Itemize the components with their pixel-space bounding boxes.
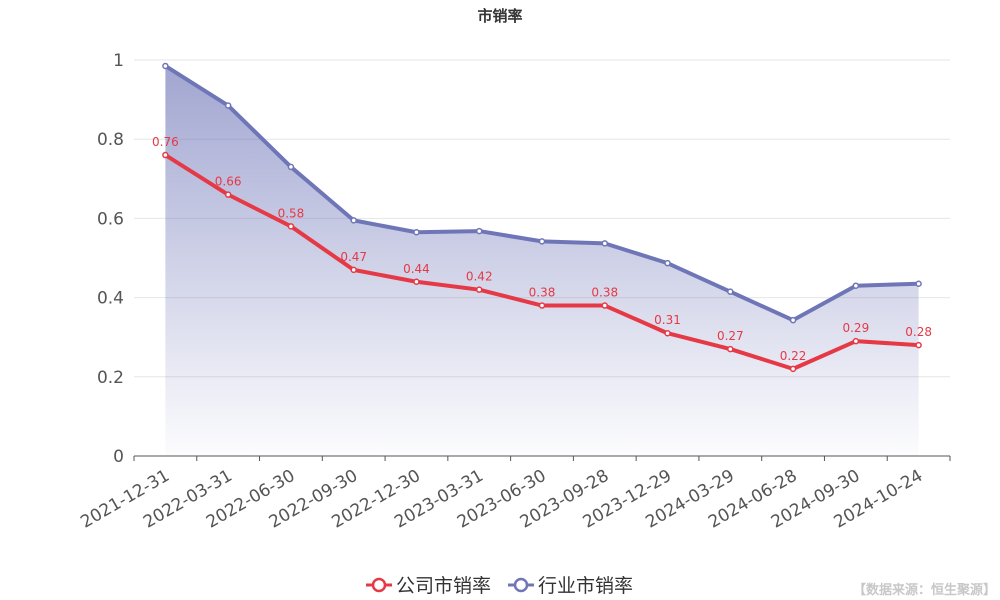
data-point-1 <box>601 240 609 247</box>
y-tick-label: 0.8 <box>97 130 124 150</box>
data-point-1 <box>475 227 483 235</box>
data-label: 0.38 <box>591 286 618 300</box>
data-point-0 <box>727 345 734 353</box>
data-point-0 <box>852 337 860 345</box>
data-point-1 <box>664 259 671 267</box>
data-label: 0.42 <box>466 270 493 284</box>
data-label: 0.27 <box>717 329 744 343</box>
data-label: 0.29 <box>842 321 869 335</box>
data-point-0 <box>162 151 169 159</box>
data-label: 0.44 <box>403 262 430 276</box>
data-point-0 <box>475 286 483 293</box>
data-point-1 <box>915 280 922 287</box>
y-tick-label: 0.2 <box>97 368 124 388</box>
legend-company-marker <box>371 577 387 593</box>
legend-industry-label: 行业市销率 <box>538 575 633 597</box>
y-tick-label: 1 <box>113 51 124 71</box>
data-label: 0.38 <box>529 286 556 300</box>
data-point-1 <box>538 238 546 245</box>
legend-company-label: 公司市销率 <box>396 575 491 597</box>
data-label: 0.66 <box>215 175 242 189</box>
data-point-0 <box>350 266 357 274</box>
y-tick-label: 0.6 <box>97 209 124 229</box>
data-point-1 <box>224 102 232 109</box>
data-source: 【数据来源：恒生聚源】 <box>853 582 996 598</box>
data-label: 0.22 <box>780 349 807 363</box>
data-label: 0.76 <box>152 135 179 149</box>
chart-title: 市销率 <box>477 7 522 25</box>
data-labels: 0.76 0.66 0.58 0.47 0.44 0.42 0.38 0.38 0.31 0.27… <box>152 135 932 363</box>
y-tick-label: 0 <box>113 447 124 467</box>
data-point-0 <box>287 223 295 230</box>
data-label: 0.47 <box>340 250 367 264</box>
legend-item-industry[interactable]: 行业市销率 <box>508 575 633 597</box>
legend-item-company[interactable]: 公司市销率 <box>366 575 491 597</box>
data-point-1 <box>350 217 357 224</box>
data-point-1 <box>287 163 295 171</box>
data-label: 0.31 <box>654 313 681 327</box>
series-area-1 <box>165 65 919 456</box>
data-point-0 <box>224 191 232 198</box>
data-point-1 <box>727 288 734 295</box>
data-label: 0.28 <box>905 325 932 339</box>
data-point-0 <box>915 341 922 349</box>
area-layer <box>165 65 919 456</box>
series-lines <box>162 62 922 373</box>
data-point-1 <box>413 229 420 236</box>
data-point-0 <box>538 302 546 309</box>
legend-industry-marker <box>513 577 529 593</box>
data-label: 0.58 <box>278 206 305 220</box>
data-point-0 <box>664 329 671 337</box>
data-point-1 <box>852 282 860 289</box>
data-point-0 <box>601 302 609 309</box>
data-point-0 <box>789 365 797 373</box>
data-point-1 <box>162 62 169 70</box>
y-tick-label: 0.4 <box>97 289 124 309</box>
legend[interactable]: 公司市销率 行业市销率 <box>366 575 633 597</box>
data-point-0 <box>413 278 420 286</box>
data-point-1 <box>789 316 797 324</box>
